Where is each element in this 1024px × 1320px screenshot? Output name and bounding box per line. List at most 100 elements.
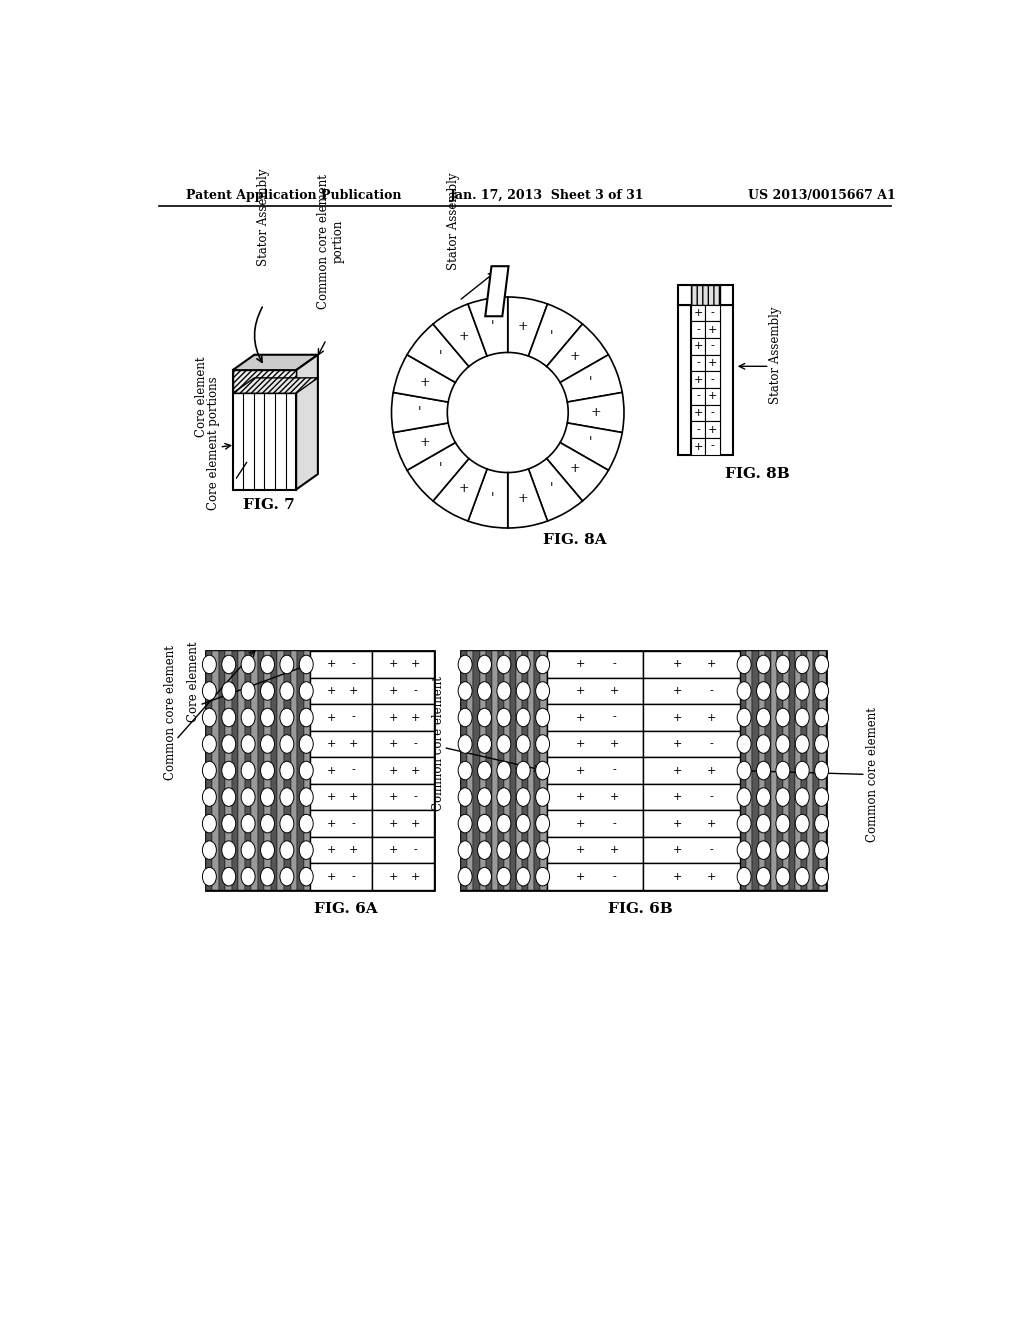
Bar: [231, 651, 239, 890]
Ellipse shape: [222, 655, 236, 673]
Text: +: +: [570, 350, 581, 363]
Wedge shape: [567, 392, 624, 433]
Ellipse shape: [536, 867, 550, 886]
Text: ': ': [490, 319, 495, 333]
Wedge shape: [468, 297, 508, 356]
Ellipse shape: [241, 867, 255, 886]
Bar: [690, 355, 706, 371]
Wedge shape: [408, 442, 469, 502]
Ellipse shape: [536, 762, 550, 780]
Bar: [706, 321, 720, 338]
Wedge shape: [528, 304, 583, 367]
Text: ': ': [550, 482, 554, 495]
Text: +: +: [575, 792, 585, 803]
Ellipse shape: [776, 841, 790, 859]
Ellipse shape: [241, 709, 255, 727]
Text: -: -: [612, 713, 616, 722]
Ellipse shape: [260, 788, 274, 807]
Ellipse shape: [815, 735, 828, 754]
Bar: [372, 837, 434, 863]
Ellipse shape: [280, 681, 294, 701]
Text: +: +: [349, 845, 358, 855]
Bar: [504, 651, 510, 890]
Ellipse shape: [477, 735, 492, 754]
Text: +: +: [389, 713, 398, 722]
Ellipse shape: [737, 709, 751, 727]
Ellipse shape: [477, 788, 492, 807]
Text: +: +: [327, 739, 337, 748]
Text: +: +: [673, 686, 682, 696]
Text: +: +: [459, 330, 469, 343]
Bar: [510, 651, 516, 890]
Bar: [690, 405, 706, 421]
Ellipse shape: [203, 681, 216, 701]
Text: +: +: [707, 713, 716, 722]
Text: Core element portions: Core element portions: [207, 376, 220, 510]
Text: +: +: [673, 792, 682, 803]
Ellipse shape: [737, 655, 751, 673]
Bar: [372, 677, 434, 705]
Ellipse shape: [477, 841, 492, 859]
Ellipse shape: [299, 655, 313, 673]
Bar: [706, 405, 720, 421]
Bar: [528, 651, 535, 890]
Text: +: +: [673, 818, 682, 829]
Text: +: +: [673, 660, 682, 669]
Text: +: +: [349, 792, 358, 803]
Ellipse shape: [757, 867, 770, 886]
Bar: [706, 338, 720, 355]
Ellipse shape: [299, 841, 313, 859]
Text: +: +: [327, 845, 337, 855]
Bar: [547, 810, 643, 837]
Text: Stator Assembly: Stator Assembly: [257, 169, 270, 267]
Bar: [771, 651, 777, 890]
Polygon shape: [232, 370, 296, 490]
Ellipse shape: [815, 709, 828, 727]
Ellipse shape: [260, 655, 274, 673]
Bar: [372, 810, 434, 837]
Ellipse shape: [458, 655, 472, 673]
Text: ': ': [438, 462, 441, 475]
Ellipse shape: [241, 655, 255, 673]
Bar: [310, 784, 372, 810]
Text: +: +: [459, 482, 469, 495]
Ellipse shape: [260, 841, 274, 859]
Ellipse shape: [516, 814, 530, 833]
Bar: [310, 651, 372, 677]
Ellipse shape: [299, 814, 313, 833]
Text: +: +: [708, 358, 718, 368]
Ellipse shape: [737, 762, 751, 780]
Ellipse shape: [477, 814, 492, 833]
Bar: [547, 651, 643, 677]
Ellipse shape: [536, 709, 550, 727]
Text: +: +: [411, 660, 420, 669]
Text: +: +: [693, 408, 702, 418]
Ellipse shape: [260, 709, 274, 727]
Bar: [278, 651, 284, 890]
Text: -: -: [414, 845, 418, 855]
Ellipse shape: [796, 681, 809, 701]
Ellipse shape: [536, 841, 550, 859]
Text: FIG. 6A: FIG. 6A: [314, 902, 378, 916]
Ellipse shape: [815, 841, 828, 859]
Text: +: +: [389, 871, 398, 882]
Text: +: +: [708, 392, 718, 401]
Bar: [678, 285, 732, 305]
Bar: [643, 863, 740, 890]
Ellipse shape: [280, 709, 294, 727]
Bar: [461, 651, 825, 890]
Text: +: +: [420, 376, 430, 389]
Text: +: +: [673, 871, 682, 882]
Ellipse shape: [516, 788, 530, 807]
Ellipse shape: [776, 709, 790, 727]
Bar: [461, 651, 467, 890]
Text: +: +: [327, 686, 337, 696]
Bar: [541, 651, 547, 890]
Text: +: +: [518, 492, 528, 506]
Ellipse shape: [796, 841, 809, 859]
Ellipse shape: [776, 867, 790, 886]
Bar: [547, 677, 643, 705]
Ellipse shape: [516, 841, 530, 859]
Bar: [297, 651, 303, 890]
Bar: [746, 651, 753, 890]
